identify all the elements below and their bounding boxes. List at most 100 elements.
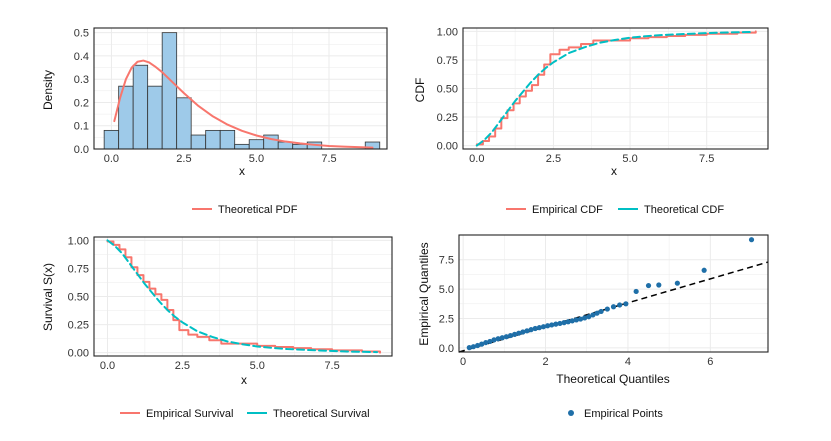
qq-empirical-point	[540, 324, 547, 330]
pdf-histogram-bar	[292, 143, 308, 150]
qq-y-tick-label: 5.0	[439, 284, 454, 296]
pdf-histogram-bar	[176, 97, 192, 150]
pdf-histogram-bar	[132, 64, 149, 150]
qq-empirical-point	[656, 282, 662, 288]
pdf-panel: 0.0 2.5 5.0 7.5 0.0 0.1 0.2 0.3 0.4 0.5 x Density…	[41, 27, 388, 216]
qq-y-tick-label: 0.0	[439, 343, 454, 355]
qq-empirical-point	[532, 325, 538, 332]
qq-empirical-point	[524, 328, 530, 334]
cdf-y-tick-label: 0.75	[437, 55, 458, 67]
qq-empirical-point	[623, 301, 629, 307]
cdf-x-tick-label: 7.5	[699, 153, 714, 165]
pdf-x-tick-label: 2.5	[176, 153, 191, 165]
qq-empirical-point	[470, 344, 477, 350]
qq-grid	[459, 235, 768, 352]
qq-empirical-point	[499, 335, 505, 341]
pdf-y-tick-label: 0.1	[74, 121, 89, 133]
qq-plot-frame	[458, 234, 769, 353]
qq-x-axis-label: Theoretical Quantiles	[556, 372, 669, 386]
qq-empirical-point	[598, 308, 604, 315]
qq-empirical-point	[748, 237, 755, 243]
pdf-y-tick-label: 0.5	[74, 28, 89, 40]
survival-x-tick-label: 5.0	[250, 360, 265, 372]
qq-empirical-point	[586, 314, 592, 320]
survival-y-tick-label: 0.75	[68, 263, 89, 275]
pdf-x-axis-label: x	[239, 164, 245, 178]
cdf-panel: 0.0 2.5 5.0 7.5 0.00 0.25 0.50 0.75 1.00 x CDF E…	[413, 26, 769, 216]
qq-y-axis-label: Empirical Quantiles	[417, 242, 431, 345]
survival-plot-frame	[93, 236, 393, 357]
pdf-histogram-bar	[234, 143, 250, 150]
qq-y-tick-label: 7.5	[439, 255, 454, 267]
qq-empirical-point	[604, 306, 610, 312]
qq-empirical-point	[577, 316, 584, 322]
qq-empirical-point	[520, 329, 526, 335]
cdf-y-tick-label: 0.25	[437, 112, 458, 124]
qq-empirical-point	[557, 320, 563, 327]
qq-empirical-point	[507, 332, 514, 339]
qq-empirical-point	[553, 321, 559, 327]
pdf-histogram-bar	[248, 139, 265, 150]
cdf-ticks: 0.0 2.5 5.0 7.5 0.00 0.25 0.50 0.75 1.00	[437, 26, 715, 165]
qq-x-tick-label: 4	[625, 356, 631, 368]
survival-y-tick-label: 1.00	[68, 235, 89, 247]
qq-empirical-point	[569, 318, 575, 324]
qq-empirical-point	[479, 341, 485, 347]
pdf-x-tick-label: 7.5	[321, 153, 336, 165]
pdf-x-tick-label: 5.0	[249, 153, 264, 165]
qq-legend-key-points	[568, 410, 574, 416]
qq-empirical-point	[645, 282, 652, 289]
cdf-legend-label-theoretical: Theoretical CDF	[644, 204, 724, 216]
pdf-histogram-bar	[219, 129, 236, 150]
qq-empirical-point	[610, 304, 617, 310]
cdf-x-tick-label: 5.0	[622, 153, 637, 165]
survival-legend: Empirical Survival Theoretical Survival	[120, 408, 370, 420]
qq-empirical-point	[617, 302, 623, 308]
qq-empirical-point	[528, 327, 534, 333]
pdf-plot-frame	[93, 27, 388, 150]
qq-empirical-point	[561, 320, 567, 326]
qq-empirical-point	[565, 319, 571, 325]
cdf-y-tick-label: 1.00	[437, 26, 458, 38]
qq-empirical-point	[466, 345, 472, 351]
cdf-legend-label-empirical: Empirical CDF	[532, 204, 603, 216]
qq-empirical-point	[495, 336, 501, 342]
qq-x-tick-label: 2	[542, 356, 548, 368]
qq-empirical-point	[590, 312, 596, 318]
qq-empirical-point	[536, 325, 542, 331]
qq-empirical-point	[633, 288, 639, 295]
survival-theoretical-survival-line	[106, 239, 379, 354]
qq-empirical-point	[549, 322, 555, 328]
qq-empirical-point	[701, 267, 707, 273]
pdf-y-tick-label: 0.2	[74, 97, 89, 109]
qq-empirical-point	[544, 323, 551, 329]
survival-marks	[106, 239, 382, 354]
qq-empirical-point	[582, 315, 588, 321]
survival-x-tick-label: 2.5	[175, 360, 190, 372]
qq-empirical-point	[503, 334, 509, 340]
cdf-y-tick-label: 0.00	[437, 141, 458, 153]
pdf-ticks: 0.0 2.5 5.0 7.5 0.0 0.1 0.2 0.3 0.4 0.5	[74, 28, 337, 165]
cdf-x-axis-label: x	[611, 164, 617, 178]
survival-x-axis-label: x	[241, 373, 247, 387]
pdf-y-tick-label: 0.4	[74, 51, 89, 63]
pdf-theoretical-pdf-line	[113, 59, 374, 149]
pdf-histogram-bar	[103, 129, 120, 150]
qq-empirical-point	[474, 342, 481, 349]
pdf-histogram-bar	[147, 85, 163, 150]
qq-legend-label-points: Empirical Points	[584, 408, 663, 420]
qq-empirical-point	[674, 280, 680, 286]
survival-x-tick-label: 0.0	[100, 360, 115, 372]
qq-empirical-point	[516, 330, 522, 336]
qq-legend: Empirical Points	[568, 408, 663, 420]
qq-ticks: 0 2 4 6 0.0 2.5 5.0 7.5	[439, 255, 714, 368]
survival-y-tick-label: 0.50	[68, 292, 89, 304]
cdf-theoretical-cdf-line	[475, 30, 754, 147]
qq-empirical-point	[483, 339, 489, 346]
cdf-plot-frame	[462, 27, 769, 150]
survival-panel: 0.0 2.5 5.0 7.5 0.00 0.25 0.50 0.75 1.00 x Survi…	[41, 235, 393, 420]
survival-legend-label-empirical: Empirical Survival	[146, 408, 233, 420]
pdf-legend-label-theoretical: Theoretical PDF	[218, 204, 298, 216]
qq-empirical-point	[573, 317, 580, 323]
qq-empirical-point	[594, 310, 600, 316]
